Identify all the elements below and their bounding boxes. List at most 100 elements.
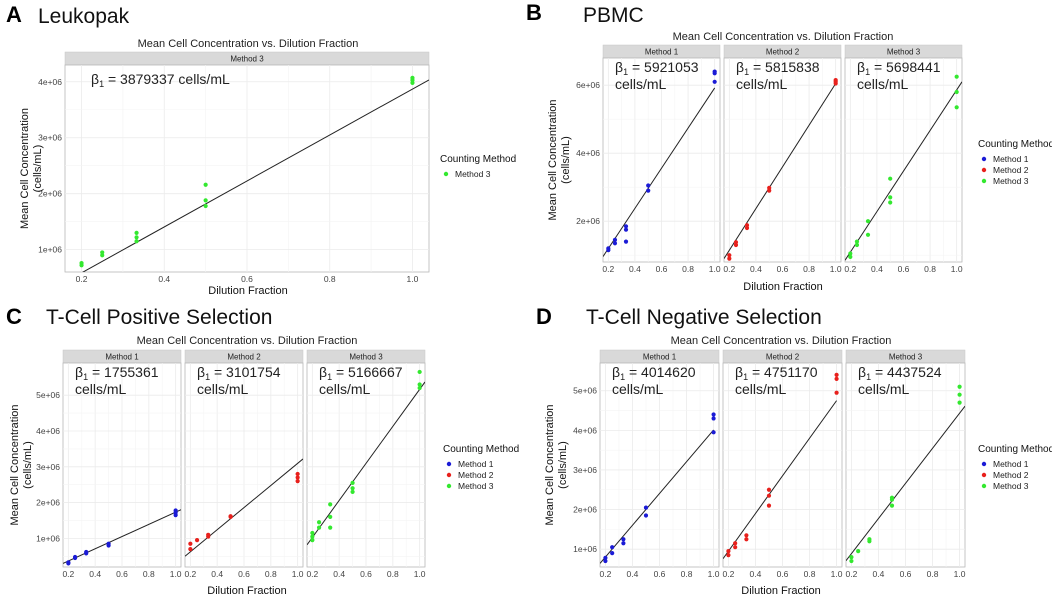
legend-key [981,167,987,173]
data-point [310,538,315,543]
data-point [766,487,772,492]
beta-annotation: β1 = 4751170 [735,364,818,382]
facet-method-1: Method 1 0.2 0.4 0.6 0.8 1.0 β1 = 4014620cells… [599,349,720,579]
plot-title: Mean Cell Concentration vs. Dilution Fra… [671,335,892,347]
x-tick-label: 0.2 [722,569,734,579]
x-tick-label: 0.8 [682,264,694,274]
beta-value: = 3879337 cells/mL [104,71,230,87]
data-point [726,553,731,558]
x-tick-label: 0.2 [602,264,614,274]
facet-method-2: Method 2 0.2 0.4 0.6 0.8 1.0 β1 = 3101754cells… [184,349,304,579]
y-tick-label: 2e+06 [576,216,600,226]
beta-subscript: 1 [620,372,625,382]
data-point [834,390,839,395]
panel-letter: C [6,304,22,329]
beta-symbol: β [75,364,83,380]
data-point [727,256,732,261]
beta-subscript: 1 [205,372,210,382]
regression-line [603,87,716,257]
beta-subscript: 1 [865,67,870,77]
beta-subscript: 1 [743,372,748,382]
data-point [203,198,208,203]
x-tick-label: 1.0 [830,264,842,274]
beta-symbol: β [735,364,743,380]
facet-strip-label: Method 3 [887,48,921,57]
x-tick-label: 1.0 [709,264,721,274]
beta-annotation: β1 = 5166667 [319,364,403,382]
data-point [350,480,355,485]
panel-title: Leukopak [38,5,130,28]
legend: Counting Method Method 3 [440,154,516,179]
data-point [957,400,962,405]
facet-method-1: Method 1 0.2 0.4 0.6 0.8 1.0 β1 = 5921053cells… [602,44,721,274]
beta-subscript: 1 [744,67,749,77]
data-point [134,235,139,240]
facet-strip-label: Method 3 [230,55,264,64]
x-tick-label: 0.4 [211,569,223,579]
y-axis-label-line: (cells/mL) [560,136,572,184]
data-point [711,412,716,417]
beta-subscript: 1 [327,372,332,382]
beta-annotation: β1 = 4437524 [858,364,942,382]
x-axis-label: Dilution Fraction [207,585,286,597]
beta-unit: cells/mL [197,381,249,397]
regression-line [600,429,714,564]
data-point [744,537,749,542]
data-point [833,78,838,83]
x-tick-label: 0.4 [750,264,762,274]
y-tick-label: 3e+06 [38,133,62,143]
regression-line [724,83,837,259]
chart-panel-d: D T-Cell Negative Selection Mean Cell Conc… [536,304,1052,597]
x-tick-label: 0.4 [629,264,641,274]
x-tick-label: 1.0 [951,264,963,274]
data-point [66,560,71,565]
data-point [888,200,893,205]
legend-label: Method 1 [993,459,1029,469]
beta-annotation: β1 = 3101754 [197,364,281,382]
beta-symbol: β [319,364,327,380]
beta-value: = 5921053 [628,59,699,75]
legend-title: Counting Method [440,154,516,165]
legend-title: Counting Method [443,444,519,455]
x-axis-label: Dilution Fraction [741,585,820,597]
beta-value: = 1755361 [88,364,159,380]
x-tick-label: 0.6 [360,569,372,579]
data-point [316,520,322,525]
data-point [100,250,105,255]
regression-line [185,458,303,557]
beta-annotation: β1 = 4014620 [612,364,696,382]
beta-unit: cells/mL [736,76,788,92]
beta-symbol: β [612,364,620,380]
data-point [744,223,750,228]
facet-method-3: Method 3 0.2 0.4 0.6 0.8 1.0 β1 = 5166667cells… [306,349,426,579]
x-tick-label: 1.0 [170,569,182,579]
y-tick-label: 4e+06 [576,148,600,158]
data-point [134,230,139,235]
data-point [766,493,772,498]
beta-value: = 5815838 [749,59,820,75]
legend-label: Method 2 [993,470,1029,480]
x-tick-label: 0.8 [143,569,155,579]
data-point [295,475,300,480]
legend-label: Method 2 [458,470,494,480]
facet-strip-label: Method 3 [889,353,923,362]
data-point [766,503,772,508]
y-axis-label-line: Mean Cell Concentration [544,404,556,525]
data-point [834,376,839,381]
legend-key [443,171,449,177]
data-point [203,203,208,209]
beta-value: = 4751170 [748,364,818,380]
x-tick-label: 0.6 [777,264,789,274]
data-point [957,392,962,397]
beta-value: = 3101754 [210,364,281,380]
beta-symbol: β [615,59,623,75]
data-point [733,545,738,550]
x-tick-label: 0.6 [241,274,253,284]
beta-annotation: β1 = 1755361 [75,364,159,382]
legend-label: Method 3 [993,176,1029,186]
beta-symbol: β [858,364,866,380]
x-tick-label: 1.0 [708,569,720,579]
beta-annotation: β1 = 5921053 [615,59,699,77]
